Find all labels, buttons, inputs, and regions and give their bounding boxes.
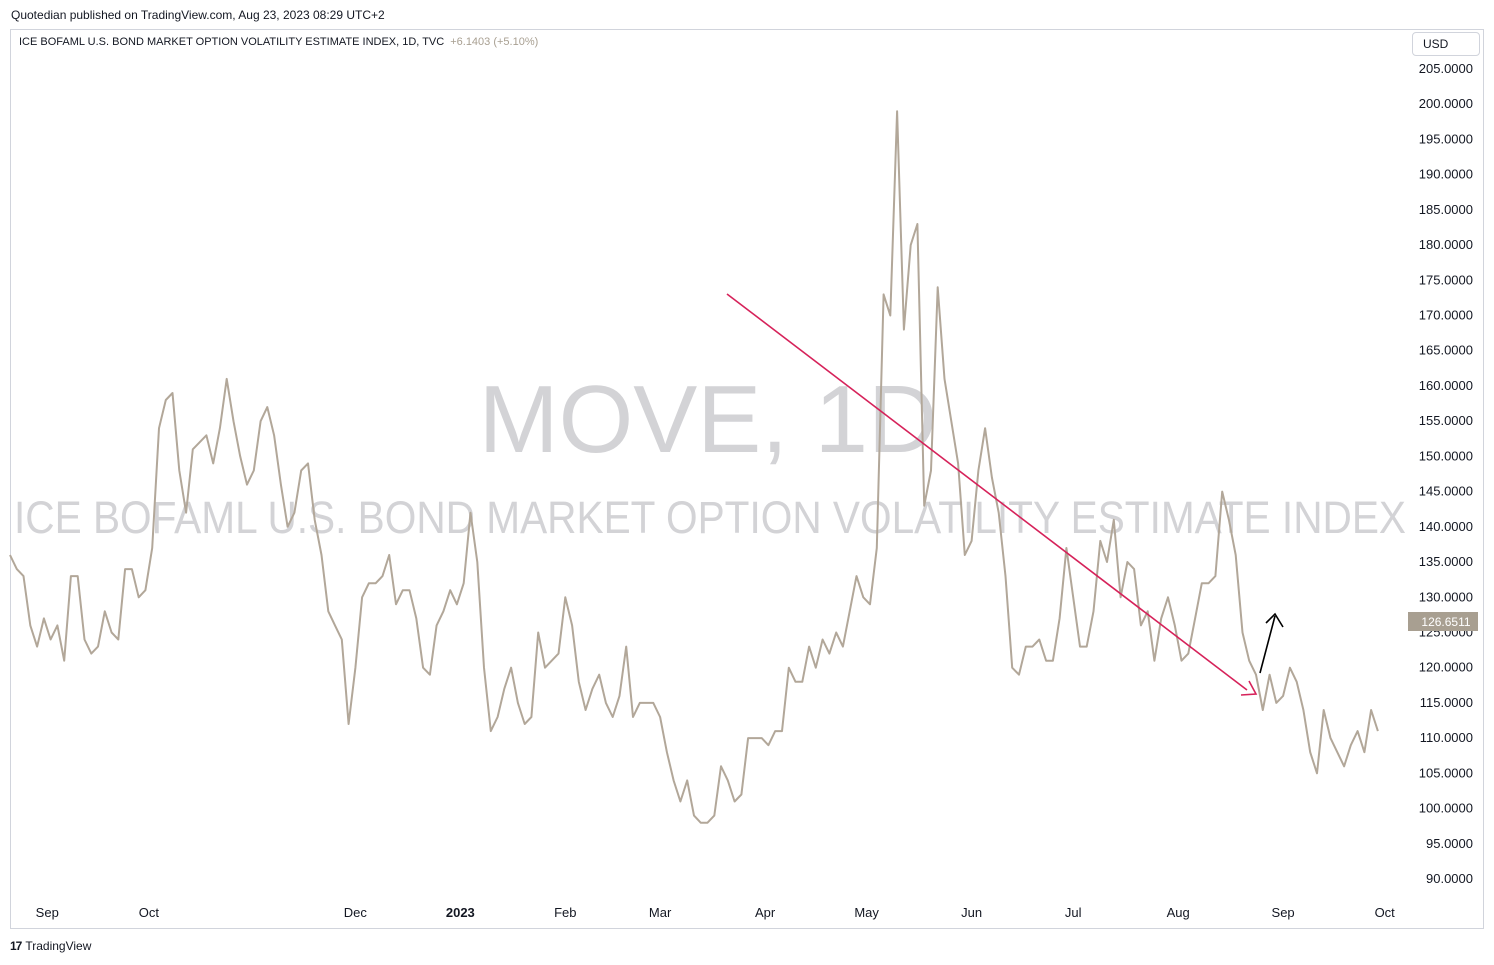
y-tick-label: 195.0000 <box>1419 131 1473 146</box>
watermark-ticker: MOVE, 1D <box>479 366 938 473</box>
x-tick-label: Aug <box>1167 905 1190 920</box>
x-tick-label: Sep <box>36 905 59 920</box>
x-tick-label: Oct <box>1375 905 1396 920</box>
y-tick-label: 205.0000 <box>1419 61 1473 76</box>
chart-legend: ICE BOFAML U.S. BOND MARKET OPTION VOLAT… <box>19 36 538 48</box>
y-tick-label: 130.0000 <box>1419 589 1473 604</box>
x-tick-label: Feb <box>554 905 576 920</box>
y-tick-label: 190.0000 <box>1419 167 1473 182</box>
x-tick-label: Jun <box>961 905 982 920</box>
y-tick-label: 90.0000 <box>1426 871 1473 886</box>
footer-brand[interactable]: 17 TradingView <box>10 939 91 953</box>
watermark: MOVE, 1D ICE BOFAML U.S. BOND MARKET OPT… <box>14 366 1406 543</box>
x-tick-label: May <box>854 905 879 920</box>
downtrend-arrowhead-icon <box>1240 680 1258 696</box>
y-tick-label: 150.0000 <box>1419 448 1473 463</box>
legend-change: +6.1403 (+5.10%) <box>450 36 539 48</box>
y-tick-label: 185.0000 <box>1419 202 1473 217</box>
y-tick-label: 145.0000 <box>1419 484 1473 499</box>
currency-selector[interactable]: USD <box>1412 32 1480 56</box>
y-tick-label: 175.0000 <box>1419 272 1473 287</box>
up-arrow-head-icon <box>1265 612 1284 628</box>
x-tick-label: Oct <box>139 905 160 920</box>
y-tick-label: 155.0000 <box>1419 413 1473 428</box>
published-byline: Quotedian published on TradingView.com, … <box>11 8 385 22</box>
downtrend-line[interactable] <box>726 293 1248 691</box>
y-tick-label: 100.0000 <box>1419 801 1473 816</box>
y-tick-label: 180.0000 <box>1419 237 1473 252</box>
last-price-label: 126.6511 <box>1421 615 1470 629</box>
y-tick-label: 95.0000 <box>1426 836 1473 851</box>
y-tick-label: 110.0000 <box>1420 730 1473 745</box>
x-tick-label: Jul <box>1065 905 1082 920</box>
tradingview-logo-icon: 17 <box>10 939 22 953</box>
x-tick-label: Mar <box>649 905 672 920</box>
y-tick-label: 105.0000 <box>1419 765 1473 780</box>
series-line <box>9 110 1379 824</box>
y-tick-label: 140.0000 <box>1419 519 1473 534</box>
watermark-name: ICE BOFAML U.S. BOND MARKET OPTION VOLAT… <box>14 492 1406 543</box>
y-tick-label: 165.0000 <box>1419 343 1473 358</box>
y-tick-label: 200.0000 <box>1419 96 1473 111</box>
y-tick-label: 160.0000 <box>1419 378 1473 393</box>
up-arrow-line[interactable] <box>1259 615 1276 674</box>
x-tick-label: Apr <box>755 905 776 920</box>
x-tick-label: 2023 <box>446 905 475 920</box>
last-price-badge: 126.6511 <box>1408 612 1478 631</box>
y-axis: 90.0000 95.0000 100.0000 105.0000 110.0000 11… <box>1419 61 1473 886</box>
x-axis: Sep Oct Dec 2023 Feb Mar Apr May Jun Jul Aug Sep Oct <box>36 905 1396 920</box>
y-tick-label: 170.0000 <box>1419 308 1473 323</box>
y-tick-label: 120.0000 <box>1419 660 1473 675</box>
x-tick-label: Sep <box>1272 905 1295 920</box>
legend-symbol: ICE BOFAML U.S. BOND MARKET OPTION VOLAT… <box>19 36 445 48</box>
x-tick-label: Dec <box>344 905 368 920</box>
drawings-layer[interactable] <box>726 293 1284 696</box>
chart-frame <box>10 29 1484 929</box>
footer-brand-label: TradingView <box>25 939 92 953</box>
y-tick-label: 115.0000 <box>1420 695 1473 710</box>
y-tick-label: 135.0000 <box>1419 554 1473 569</box>
